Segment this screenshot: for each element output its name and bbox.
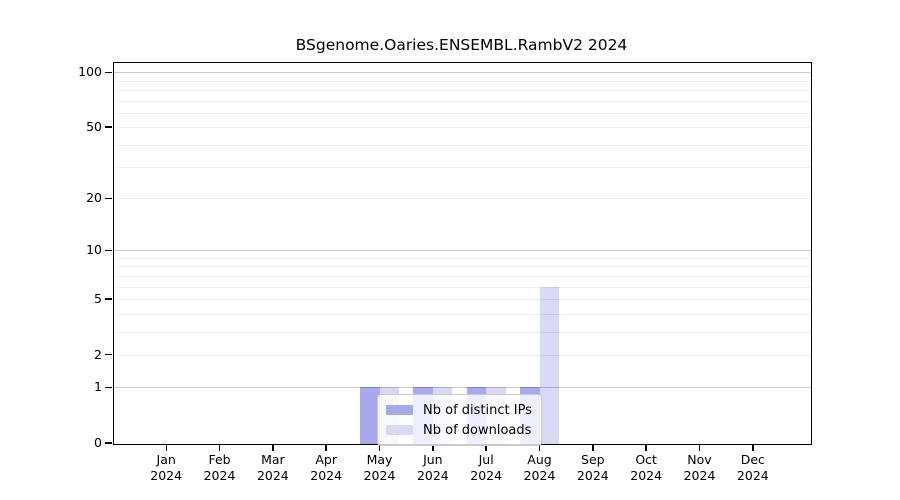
year-label: 2024 (630, 467, 663, 483)
y-tick-label: 100 (78, 64, 102, 80)
gridline-minor (114, 354, 811, 356)
y-axis-tick (105, 298, 113, 300)
month-label: Mar (261, 452, 285, 467)
x-tick-label: Dec 2024 (718, 452, 788, 483)
x-axis-tick (752, 444, 754, 451)
month-label: Apr (315, 452, 337, 467)
gridline-minor (114, 127, 811, 129)
month-label: Sep (581, 452, 605, 467)
gridline-minor (114, 275, 811, 277)
year-label: 2024 (416, 467, 449, 483)
x-axis-tick (325, 444, 327, 451)
distinct-ips-swatch (386, 405, 413, 415)
x-axis-tick (165, 444, 167, 451)
x-tick-label: Oct 2024 (611, 452, 681, 483)
x-tick-label: Mar 2024 (238, 452, 308, 483)
legend-label: Nb of distinct IPs (423, 402, 532, 418)
legend: Nb of distinct IPs Nb of downloads (377, 394, 542, 446)
x-tick-label: Jan 2024 (131, 452, 201, 483)
month-label: Jan (156, 452, 176, 467)
gridline-major (114, 72, 811, 74)
month-label: Jul (478, 452, 494, 467)
y-axis-tick (105, 442, 113, 444)
x-axis-tick (485, 444, 487, 451)
x-axis-tick (272, 444, 274, 451)
bar-downloads (539, 286, 560, 444)
x-tick-label: Nov 2024 (665, 452, 735, 483)
x-axis-tick (378, 444, 381, 451)
month-label: May (366, 452, 393, 467)
gridline-minor (114, 112, 811, 114)
month-label: Dec (740, 452, 765, 467)
month-label: Jun (423, 452, 443, 467)
x-tick-label: Aug 2024 (505, 452, 575, 483)
gridline-minor (114, 313, 811, 315)
x-tick-label: May 2024 (345, 452, 415, 483)
legend-label: Nb of downloads (423, 422, 532, 438)
y-tick-label: 20 (86, 190, 102, 206)
month-label: Oct (635, 452, 657, 467)
y-tick-label: 10 (86, 242, 102, 258)
gridline-minor (114, 144, 811, 146)
year-label: 2024 (470, 467, 503, 483)
y-axis-tick (105, 126, 113, 128)
y-tick-label: 5 (94, 291, 102, 307)
y-tick-label: 1 (94, 379, 102, 395)
gridline-minor (114, 266, 811, 268)
year-label: 2024 (203, 467, 236, 483)
year-label: 2024 (310, 467, 343, 483)
gridline-minor (114, 198, 811, 200)
year-label: 2024 (363, 467, 396, 483)
x-axis-tick (592, 444, 594, 451)
gridline-minor (114, 80, 811, 82)
year-label: 2024 (683, 467, 716, 483)
year-label: 2024 (256, 467, 289, 483)
gridline-minor (114, 286, 811, 288)
year-label: 2024 (576, 467, 609, 483)
y-tick-label: 2 (94, 346, 102, 362)
year-label: 2024 (523, 467, 556, 483)
x-tick-label: Feb 2024 (185, 452, 255, 483)
month-label: Aug (527, 452, 552, 467)
year-label: 2024 (736, 467, 769, 483)
legend-item-downloads: Nb of downloads (386, 420, 532, 440)
downloads-swatch (386, 425, 413, 435)
x-axis-tick (538, 444, 541, 451)
year-label: 2024 (150, 467, 183, 483)
gridline-minor (114, 299, 811, 301)
plot-area: 0 1 2 5 10 20 50 100 Jan 2024 Feb 2024 Mar 2024 Apr 202… (78, 62, 812, 483)
gridline-minor (114, 258, 811, 259)
y-axis-tick (105, 249, 113, 252)
x-axis-tick (432, 444, 434, 451)
gridline-major (114, 250, 811, 252)
gridline-minor (114, 331, 811, 333)
gridline-minor (114, 100, 811, 102)
gridline-minor (114, 167, 811, 169)
x-tick-label: Jul 2024 (451, 452, 521, 483)
x-tick-label: Jun 2024 (398, 452, 468, 483)
month-label: Feb (208, 452, 231, 467)
ticks-layer: 0 1 2 5 10 20 50 100 Jan 2024 Feb 2024 Mar 2024 Apr 202… (78, 63, 811, 482)
chart-title: BSgenome.Oaries.ENSEMBL.RambV2 2024 (295, 36, 628, 54)
y-axis-tick (105, 71, 113, 73)
y-axis-tick (105, 386, 113, 388)
x-tick-label: Apr 2024 (291, 452, 361, 483)
grid-layer (114, 63, 811, 444)
x-axis-tick (645, 444, 647, 451)
x-tick-label: Sep 2024 (558, 452, 628, 483)
x-axis-tick (698, 444, 701, 451)
bar-distinct-ips (359, 387, 380, 444)
x-axis-tick (218, 444, 221, 451)
month-label: Nov (687, 452, 712, 467)
gridline-minor (114, 89, 811, 91)
y-axis-tick (105, 197, 113, 200)
y-axis-tick (105, 354, 113, 356)
y-tick-label: 0 (94, 435, 102, 450)
gridline-major (114, 387, 811, 389)
y-tick-label: 50 (86, 119, 102, 135)
legend-item-distinct-ips: Nb of distinct IPs (386, 400, 532, 420)
